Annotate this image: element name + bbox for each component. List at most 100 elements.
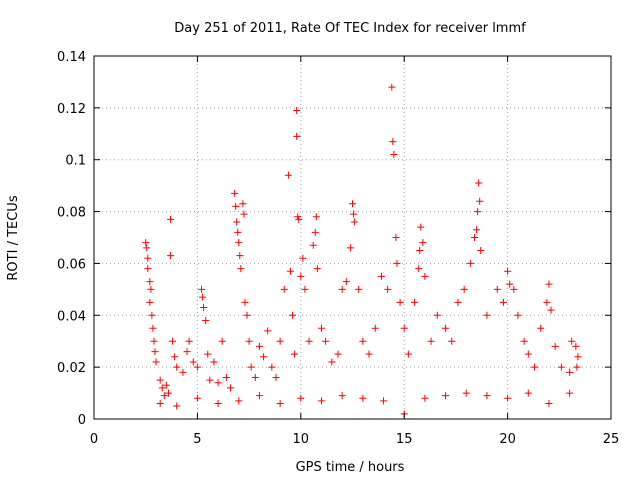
data-point-marker [241, 298, 249, 306]
data-point-marker [392, 234, 400, 241]
data-point-marker [147, 285, 155, 293]
data-point-marker [151, 348, 159, 356]
data-point-marker [388, 83, 396, 91]
x-tick-label: 25 [603, 432, 620, 447]
data-point-marker [144, 254, 152, 262]
data-point-marker [499, 298, 507, 306]
data-point-marker [350, 210, 358, 218]
data-point-marker [442, 392, 450, 400]
data-point-marker [551, 342, 559, 350]
plot-frame [93, 55, 612, 420]
data-point-marker [160, 392, 168, 400]
y-tick-label: 0.06 [57, 257, 86, 272]
grid-layer [94, 56, 611, 419]
data-point-marker [342, 278, 350, 286]
y-tick-label: 0 [78, 413, 86, 428]
x-tick-label: 20 [499, 432, 516, 447]
data-point-marker [543, 298, 551, 306]
data-point-marker [573, 363, 581, 371]
data-point-marker [530, 363, 538, 371]
data-point-marker [143, 244, 151, 252]
data-point-marker [264, 327, 272, 335]
data-point-marker [305, 337, 313, 345]
data-point-marker [349, 200, 356, 208]
data-point-marker [231, 189, 239, 197]
data-point-marker [156, 399, 164, 407]
x-tick-label: 10 [293, 432, 310, 447]
data-point-marker [142, 239, 150, 247]
data-point-marker [167, 215, 175, 223]
data-point-marker [226, 384, 234, 392]
data-point-marker [311, 228, 319, 236]
data-point-marker [322, 337, 330, 345]
data-point-marker [317, 397, 325, 405]
data-point-marker [247, 363, 255, 371]
y-tick-label: 0.14 [57, 50, 86, 65]
data-point-marker [144, 265, 152, 273]
data-point-marker [504, 267, 512, 275]
data-point-marker [251, 374, 259, 382]
data-point-marker [158, 384, 166, 392]
data-point-marker [510, 285, 518, 293]
data-point-marker [514, 311, 522, 319]
data-point-marker [537, 324, 545, 332]
data-point-marker [493, 285, 501, 293]
data-point-marker [189, 358, 197, 366]
data-point-marker [293, 106, 301, 114]
data-point-marker [483, 392, 491, 400]
data-point-marker [146, 278, 154, 286]
data-point-marker [477, 246, 485, 254]
data-point-marker [346, 244, 354, 252]
data-point-marker [309, 241, 317, 249]
data-point-marker [239, 200, 247, 208]
data-point-marker [164, 389, 172, 397]
data-point-marker [185, 337, 193, 345]
data-point-marker [214, 399, 222, 407]
data-point-marker [268, 363, 276, 371]
y-tick-label: 0.02 [57, 361, 86, 376]
data-point-marker [234, 228, 242, 236]
data-point-marker [171, 353, 179, 361]
data-point-marker [240, 210, 248, 218]
data-point-marker [400, 324, 408, 332]
data-point-marker [169, 337, 177, 345]
data-point-marker [545, 399, 553, 407]
data-point-marker [417, 223, 425, 231]
data-point-marker [448, 337, 456, 345]
data-point-marker [566, 389, 574, 397]
data-point-marker [297, 394, 305, 402]
data-point-marker [359, 394, 367, 402]
data-point-marker [462, 389, 470, 397]
data-point-marker [313, 265, 321, 273]
data-point-marker [473, 226, 481, 234]
data-point-marker [476, 197, 484, 205]
data-point-marker [572, 342, 580, 350]
data-point-marker [152, 358, 160, 366]
data-point-marker [475, 179, 483, 187]
data-point-marker [148, 311, 156, 319]
data-point-marker [338, 285, 346, 293]
data-point-marker [506, 280, 514, 288]
data-point-marker [236, 252, 244, 260]
data-point-marker [218, 337, 226, 345]
data-point-marker [433, 311, 441, 319]
data-point-marker [272, 374, 280, 382]
data-point-marker [210, 358, 218, 366]
data-point-marker [390, 151, 398, 159]
data-point-marker [293, 132, 301, 140]
data-point-marker [276, 337, 284, 345]
data-point-marker [312, 213, 320, 221]
x-tick-label: 5 [193, 432, 201, 447]
data-point-marker [520, 337, 528, 345]
data-point-marker [359, 337, 367, 345]
data-point-marker [214, 379, 222, 387]
data-point-marker [295, 215, 303, 223]
data-point-marker [466, 259, 474, 267]
data-point-marker [377, 272, 385, 280]
data-point-marker [260, 353, 268, 361]
data-point-marker [421, 394, 429, 402]
data-point-marker [255, 392, 263, 400]
data-point-marker [471, 234, 479, 241]
data-point-marker [301, 285, 309, 293]
